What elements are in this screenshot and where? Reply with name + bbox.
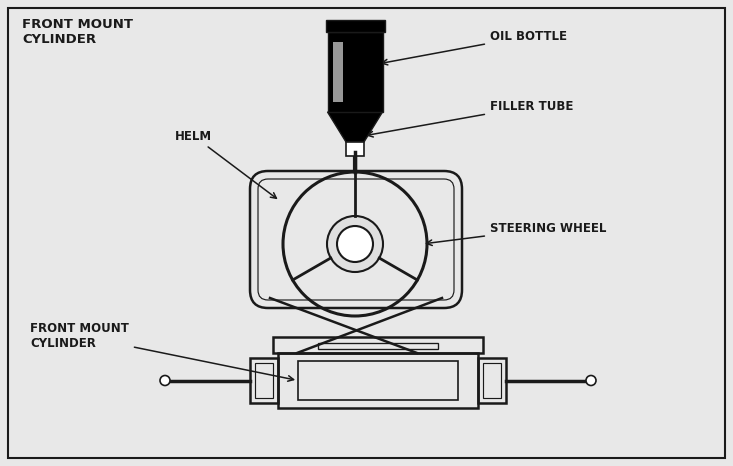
Text: HELM: HELM	[175, 130, 276, 199]
Bar	[318, 343, 438, 349]
Text: OIL BOTTLE: OIL BOTTLE	[382, 29, 567, 65]
Circle shape	[160, 376, 170, 385]
Bar	[346, 142, 364, 156]
Text: STEERING WHEEL: STEERING WHEEL	[427, 221, 606, 246]
Text: FRONT MOUNT
CYLINDER: FRONT MOUNT CYLINDER	[30, 322, 294, 381]
Bar	[325, 20, 385, 32]
Bar	[328, 32, 383, 112]
Bar	[483, 363, 501, 398]
Circle shape	[337, 226, 373, 262]
Circle shape	[586, 376, 596, 385]
Bar	[278, 353, 478, 408]
Bar	[250, 358, 278, 403]
Polygon shape	[328, 112, 383, 142]
Text: FRONT MOUNT
CYLINDER: FRONT MOUNT CYLINDER	[22, 18, 133, 46]
Circle shape	[327, 216, 383, 272]
Bar	[333, 42, 342, 102]
Bar	[478, 358, 506, 403]
Bar	[298, 361, 458, 400]
Bar	[273, 337, 483, 353]
Bar	[255, 363, 273, 398]
Text: FILLER TUBE: FILLER TUBE	[367, 100, 573, 137]
